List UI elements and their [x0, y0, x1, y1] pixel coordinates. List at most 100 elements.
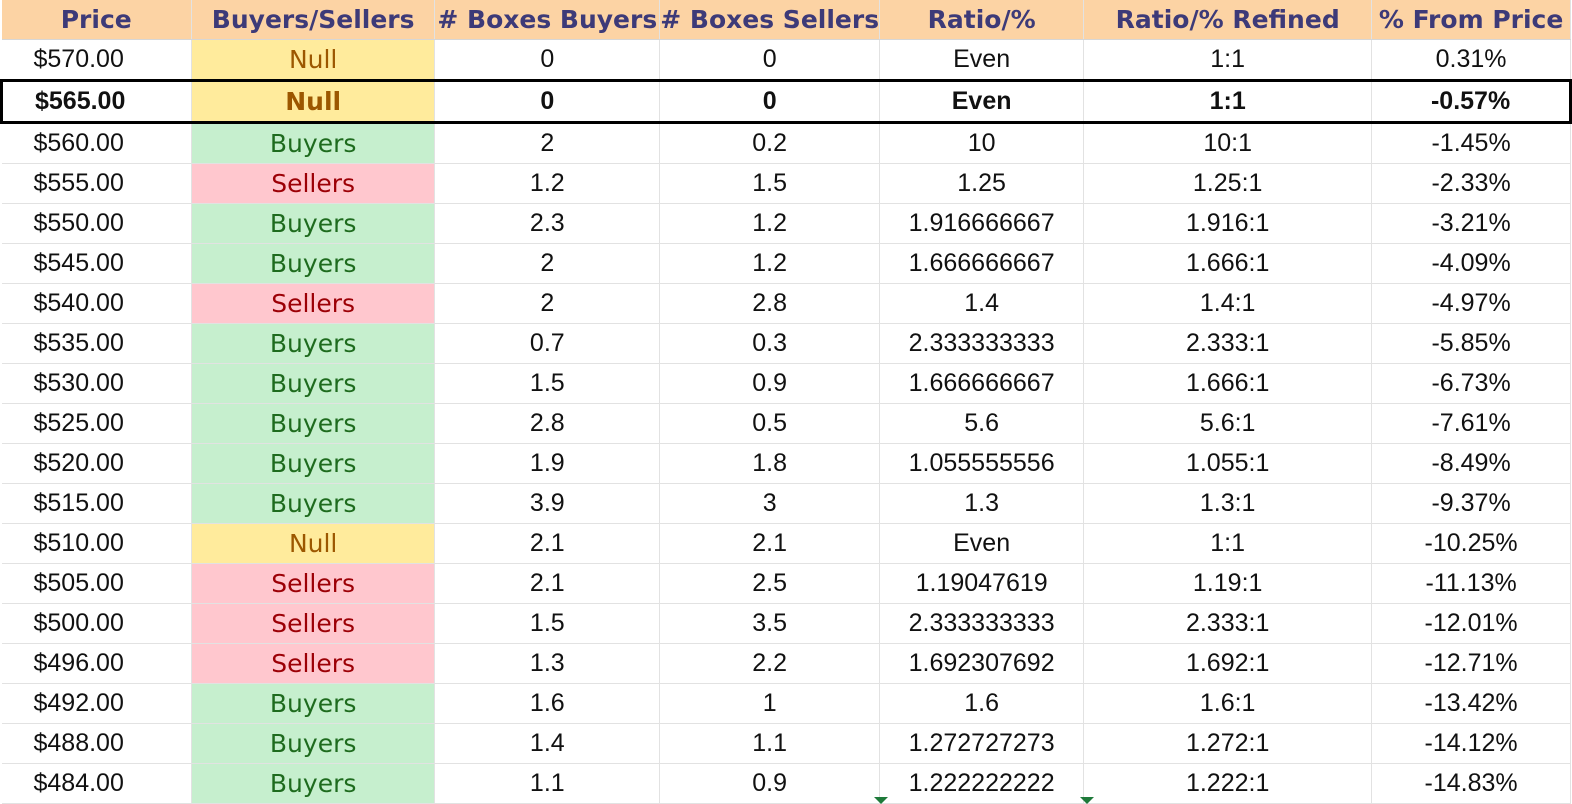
cell-buyers-sellers[interactable]: Buyers [191, 323, 436, 364]
cell-boxes-sellers[interactable]: 1.8 [659, 443, 881, 484]
cell-boxes-sellers[interactable]: 3.5 [659, 603, 881, 644]
cell-from-price[interactable]: -11.13% [1371, 563, 1571, 604]
cell-price[interactable]: $535.00 [1, 323, 192, 364]
cell-buyers-sellers[interactable]: Buyers [191, 443, 436, 484]
header-ratio[interactable]: Ratio/% [879, 0, 1085, 40]
cell-from-price[interactable]: -14.12% [1371, 723, 1571, 764]
cell-ratio-refined[interactable]: 1.916:1 [1083, 203, 1373, 244]
cell-ratio[interactable]: 1.25 [879, 163, 1085, 204]
cell-ratio[interactable]: 1.916666667 [879, 203, 1085, 244]
cell-price[interactable]: $520.00 [1, 443, 192, 484]
cell-ratio[interactable]: 1.222222222 [879, 763, 1085, 804]
cell-buyers-sellers[interactable]: Buyers [191, 763, 436, 804]
cell-boxes-sellers[interactable]: 0.2 [659, 122, 881, 164]
cell-buyers-sellers[interactable]: Buyers [191, 723, 436, 764]
cell-boxes-buyers[interactable]: 1.2 [434, 163, 661, 204]
cell-ratio[interactable]: 1.666666667 [879, 363, 1085, 404]
cell-ratio-refined[interactable]: 1.666:1 [1083, 243, 1373, 284]
cell-from-price[interactable]: 0.31% [1371, 39, 1571, 81]
cell-boxes-sellers[interactable]: 0.9 [659, 363, 881, 404]
cell-boxes-sellers[interactable]: 2.1 [659, 523, 881, 564]
cell-ratio[interactable]: 1.666666667 [879, 243, 1085, 284]
cell-boxes-buyers[interactable]: 3.9 [434, 483, 661, 524]
cell-boxes-sellers[interactable]: 0 [659, 39, 881, 81]
cell-buyers-sellers[interactable]: Sellers [191, 283, 436, 324]
cell-price[interactable]: $545.00 [1, 243, 192, 284]
cell-price[interactable]: $530.00 [1, 363, 192, 404]
cell-buyers-sellers[interactable]: Buyers [191, 203, 436, 244]
cell-ratio[interactable]: 1.4 [879, 283, 1085, 324]
cell-from-price[interactable]: -13.42% [1371, 683, 1571, 724]
cell-ratio-refined[interactable]: 1.3:1 [1083, 483, 1373, 524]
cell-from-price[interactable]: -0.57% [1371, 79, 1572, 124]
cell-price[interactable]: $510.00 [1, 523, 192, 564]
cell-ratio[interactable]: Even [879, 39, 1085, 81]
cell-price[interactable]: $515.00 [1, 483, 192, 524]
cell-boxes-buyers[interactable]: 2 [434, 283, 661, 324]
cell-boxes-buyers[interactable]: 1.4 [434, 723, 661, 764]
cell-from-price[interactable]: -12.71% [1371, 643, 1571, 684]
cell-boxes-sellers[interactable]: 0.3 [659, 323, 881, 364]
cell-buyers-sellers[interactable]: Null [191, 79, 436, 124]
cell-ratio-refined[interactable]: 1.666:1 [1083, 363, 1373, 404]
cell-buyers-sellers[interactable]: Sellers [191, 163, 436, 204]
cell-ratio-refined[interactable]: 1.055:1 [1083, 443, 1373, 484]
cell-boxes-buyers[interactable]: 1.5 [434, 363, 661, 404]
cell-ratio-refined[interactable]: 1.19:1 [1083, 563, 1373, 604]
cell-boxes-sellers[interactable]: 1.5 [659, 163, 881, 204]
cell-from-price[interactable]: -1.45% [1371, 122, 1571, 164]
cell-ratio-refined[interactable]: 5.6:1 [1083, 403, 1373, 444]
cell-price[interactable]: $496.00 [1, 643, 192, 684]
cell-from-price[interactable]: -3.21% [1371, 203, 1571, 244]
cell-price[interactable]: $565.00 [0, 79, 192, 124]
cell-from-price[interactable]: -8.49% [1371, 443, 1571, 484]
header-from-price[interactable]: % From Price [1371, 0, 1571, 40]
cell-boxes-buyers[interactable]: 1.5 [434, 603, 661, 644]
cell-boxes-sellers[interactable]: 0 [659, 79, 881, 124]
header-price[interactable]: Price [1, 0, 192, 40]
header-ratio-refined[interactable]: Ratio/% Refined [1083, 0, 1373, 40]
cell-boxes-buyers[interactable]: 2.1 [434, 563, 661, 604]
cell-buyers-sellers[interactable]: Null [191, 39, 436, 81]
cell-price[interactable]: $488.00 [1, 723, 192, 764]
header-boxes-sellers[interactable]: # Boxes Sellers [659, 0, 881, 40]
cell-from-price[interactable]: -4.97% [1371, 283, 1571, 324]
cell-price[interactable]: $505.00 [1, 563, 192, 604]
cell-buyers-sellers[interactable]: Null [191, 523, 436, 564]
cell-from-price[interactable]: -10.25% [1371, 523, 1571, 564]
cell-boxes-sellers[interactable]: 3 [659, 483, 881, 524]
cell-price[interactable]: $500.00 [1, 603, 192, 644]
cell-from-price[interactable]: -7.61% [1371, 403, 1571, 444]
cell-boxes-sellers[interactable]: 2.2 [659, 643, 881, 684]
cell-boxes-buyers[interactable]: 1.9 [434, 443, 661, 484]
cell-ratio-refined[interactable]: 1.25:1 [1083, 163, 1373, 204]
cell-boxes-buyers[interactable]: 0.7 [434, 323, 661, 364]
cell-buyers-sellers[interactable]: Buyers [191, 243, 436, 284]
cell-from-price[interactable]: -9.37% [1371, 483, 1571, 524]
cell-boxes-buyers[interactable]: 1.3 [434, 643, 661, 684]
cell-ratio-refined[interactable]: 1.4:1 [1083, 283, 1373, 324]
cell-ratio[interactable]: 1.19047619 [879, 563, 1085, 604]
cell-boxes-buyers[interactable]: 2 [434, 243, 661, 284]
cell-from-price[interactable]: -6.73% [1371, 363, 1571, 404]
cell-price[interactable]: $525.00 [1, 403, 192, 444]
cell-ratio[interactable]: 1.692307692 [879, 643, 1085, 684]
cell-price[interactable]: $484.00 [1, 763, 192, 804]
cell-buyers-sellers[interactable]: Buyers [191, 363, 436, 404]
cell-from-price[interactable]: -4.09% [1371, 243, 1571, 284]
cell-buyers-sellers[interactable]: Buyers [191, 683, 436, 724]
cell-price[interactable]: $555.00 [1, 163, 192, 204]
cell-price[interactable]: $492.00 [1, 683, 192, 724]
cell-ratio[interactable]: Even [879, 79, 1085, 124]
cell-ratio[interactable]: Even [879, 523, 1085, 564]
cell-ratio-refined[interactable]: 1.692:1 [1083, 643, 1373, 684]
cell-boxes-buyers[interactable]: 1.1 [434, 763, 661, 804]
cell-price[interactable]: $550.00 [1, 203, 192, 244]
cell-boxes-sellers[interactable]: 2.5 [659, 563, 881, 604]
cell-boxes-sellers[interactable]: 1 [659, 683, 881, 724]
cell-boxes-sellers[interactable]: 2.8 [659, 283, 881, 324]
cell-boxes-buyers[interactable]: 2.1 [434, 523, 661, 564]
cell-ratio-refined[interactable]: 2.333:1 [1083, 323, 1373, 364]
cell-boxes-sellers[interactable]: 1.2 [659, 243, 881, 284]
cell-ratio-refined[interactable]: 1:1 [1083, 39, 1373, 81]
